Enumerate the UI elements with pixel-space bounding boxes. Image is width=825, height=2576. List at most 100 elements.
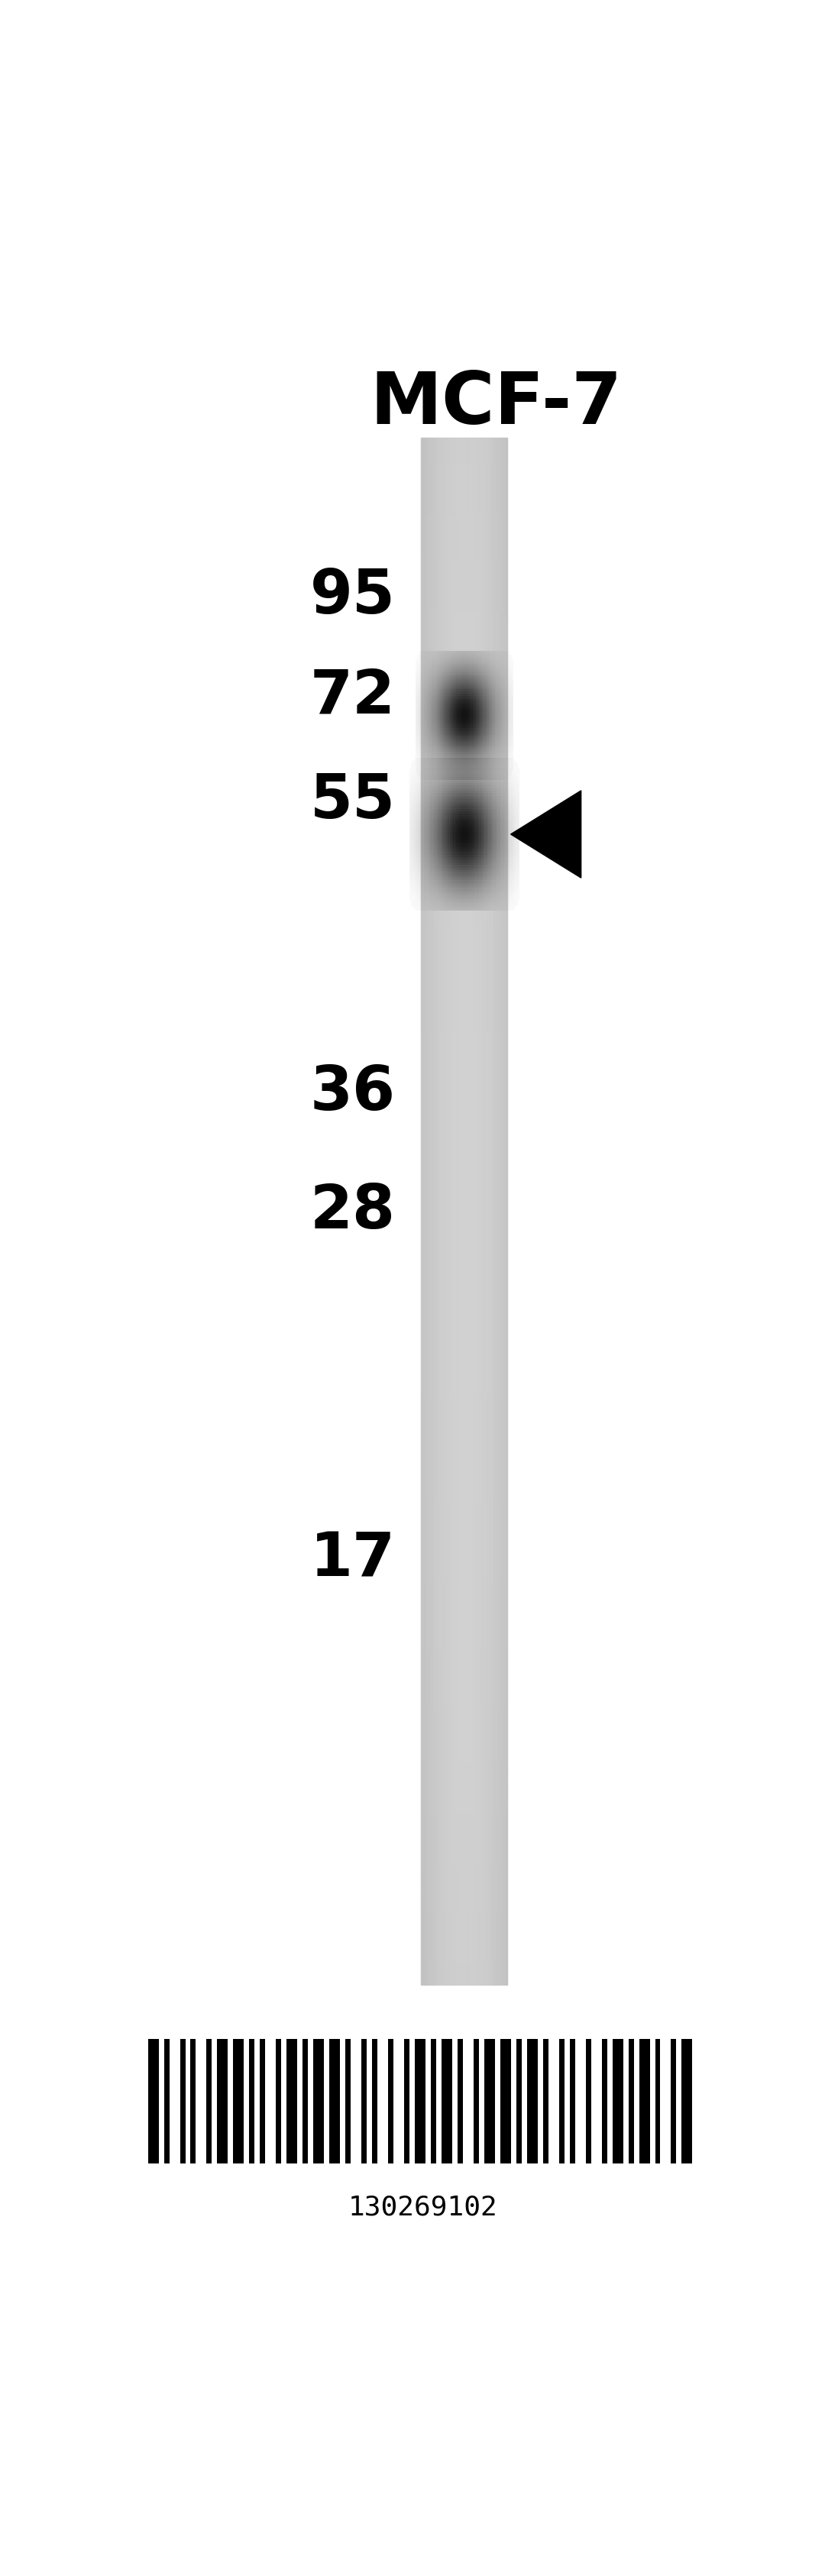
Bar	[422, 1780, 507, 1785]
Bar	[422, 1267, 507, 1273]
Bar	[422, 979, 507, 984]
Bar	[422, 484, 507, 489]
Bar	[422, 526, 507, 531]
Text: 17: 17	[310, 1530, 396, 1589]
Bar	[422, 726, 507, 732]
Bar	[438, 438, 440, 1986]
Bar	[422, 912, 507, 917]
Bar	[492, 438, 493, 1986]
Bar	[422, 1370, 507, 1376]
Bar	[629, 2038, 634, 2164]
Bar	[474, 438, 476, 1986]
Bar	[422, 1015, 507, 1020]
Bar	[671, 2038, 676, 2164]
Bar	[422, 1396, 507, 1401]
Bar	[422, 1832, 507, 1837]
Bar	[422, 1180, 507, 1185]
Bar	[422, 469, 507, 474]
Bar	[422, 1577, 507, 1582]
Bar	[422, 1293, 507, 1298]
Bar	[422, 1636, 507, 1641]
Bar	[422, 1154, 507, 1159]
Bar	[422, 1656, 507, 1662]
Bar	[422, 1816, 507, 1821]
Bar	[422, 721, 507, 726]
Bar	[422, 1401, 507, 1406]
Bar	[422, 1981, 507, 1986]
Bar	[422, 1535, 507, 1540]
Bar	[422, 603, 507, 608]
Bar	[422, 489, 507, 495]
Bar	[422, 1847, 507, 1852]
Bar	[428, 438, 430, 1986]
Bar	[569, 2038, 575, 2164]
Bar	[422, 1437, 507, 1443]
Bar	[422, 1924, 507, 1929]
Bar	[422, 1036, 507, 1041]
Bar	[422, 1765, 507, 1770]
Bar	[422, 752, 507, 757]
Bar	[681, 2038, 692, 2164]
Bar	[422, 1175, 507, 1180]
Bar	[286, 2038, 297, 2164]
Bar	[470, 438, 472, 1986]
Bar	[506, 438, 507, 1986]
Bar	[422, 1734, 507, 1739]
Bar	[422, 1625, 507, 1631]
Bar	[422, 1468, 507, 1473]
Bar	[422, 1945, 507, 1950]
Bar	[473, 438, 474, 1986]
Bar	[422, 1345, 507, 1350]
Bar	[422, 933, 507, 938]
Bar	[422, 1412, 507, 1417]
Bar	[422, 829, 507, 835]
Bar	[422, 1226, 507, 1231]
Bar	[422, 1046, 507, 1051]
Bar	[422, 804, 507, 809]
Bar	[422, 541, 507, 546]
Bar	[422, 1785, 507, 1790]
Bar	[422, 860, 507, 866]
Bar	[422, 1185, 507, 1190]
Bar	[422, 876, 507, 881]
Bar	[422, 1775, 507, 1780]
Bar	[422, 1118, 507, 1123]
Bar	[493, 438, 494, 1986]
Bar	[422, 1556, 507, 1561]
Bar	[505, 438, 506, 1986]
Bar	[422, 495, 507, 500]
Bar	[422, 1164, 507, 1170]
Bar	[422, 1473, 507, 1479]
Bar	[422, 1698, 507, 1703]
Bar	[422, 1273, 507, 1278]
Bar	[447, 438, 449, 1986]
Bar	[422, 1592, 507, 1597]
Bar	[422, 1149, 507, 1154]
Bar	[500, 2038, 511, 2164]
Bar	[422, 448, 507, 453]
Bar	[422, 505, 507, 510]
Bar	[422, 1940, 507, 1945]
Bar	[422, 1489, 507, 1494]
Bar	[422, 809, 507, 814]
Bar	[422, 1744, 507, 1749]
Bar	[422, 1631, 507, 1636]
Bar	[422, 1857, 507, 1862]
Bar	[422, 536, 507, 541]
Bar	[422, 634, 507, 639]
Bar	[346, 2038, 351, 2164]
Bar	[422, 1515, 507, 1520]
Bar	[415, 2038, 426, 2164]
Bar	[422, 1376, 507, 1381]
Bar	[483, 438, 484, 1986]
Bar	[494, 438, 496, 1986]
Bar	[478, 438, 480, 1986]
Bar	[422, 881, 507, 886]
Bar	[422, 1561, 507, 1566]
Bar	[422, 1551, 507, 1556]
Bar	[422, 1960, 507, 1965]
Bar	[422, 654, 507, 659]
Bar	[422, 716, 507, 721]
Bar	[422, 1571, 507, 1577]
Bar	[422, 1852, 507, 1857]
